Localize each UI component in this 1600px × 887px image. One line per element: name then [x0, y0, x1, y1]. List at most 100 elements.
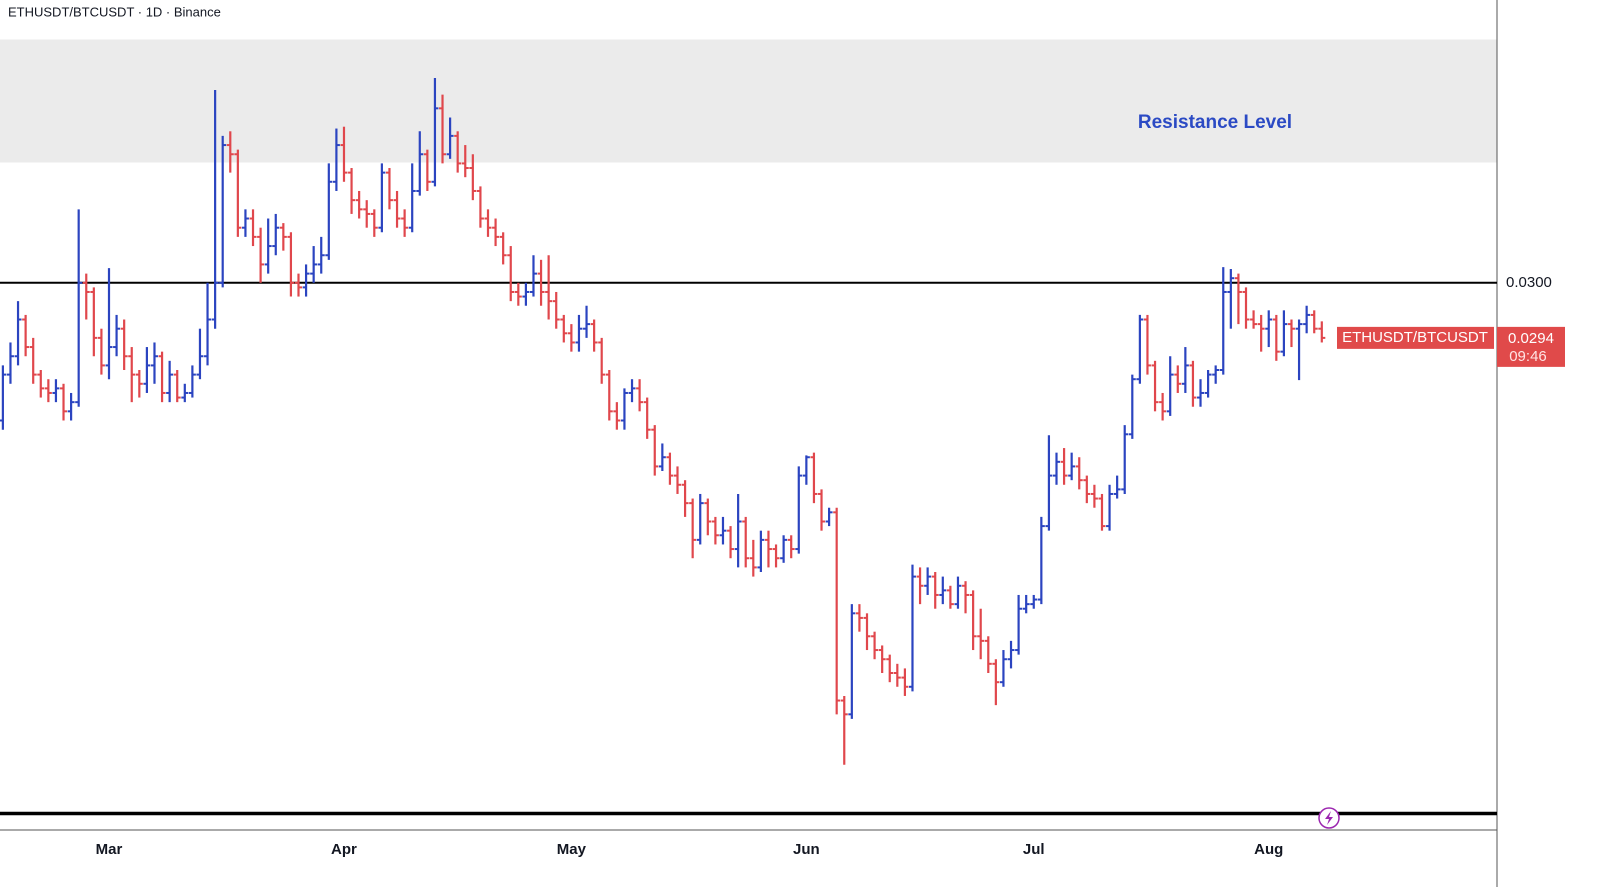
ohlc-bar: [1310, 310, 1318, 334]
ohlc-bar: [1113, 475, 1121, 499]
ohlc-bar: [1106, 484, 1114, 531]
ohlc-bar: [840, 695, 848, 765]
ohlc-bar: [529, 255, 537, 297]
ohlc-bar: [113, 314, 121, 357]
ohlc-bar: [977, 608, 985, 660]
ohlc-bar: [522, 282, 530, 306]
last-price-label: 0.0294: [1508, 330, 1554, 347]
ohlc-bar: [44, 379, 52, 403]
ohlc-bar: [674, 466, 681, 494]
ohlc-bar: [780, 535, 788, 563]
ohlc-bar: [158, 351, 166, 403]
ohlc-bar: [825, 507, 833, 527]
ohlc-bar: [757, 530, 765, 573]
ohlc-bar: [583, 305, 591, 338]
ohlc-bar: [1045, 435, 1053, 531]
ohlc-bar: [378, 163, 386, 233]
ohlc-bar: [764, 530, 772, 568]
ohlc-bar: [537, 259, 545, 306]
ohlc-bar: [567, 324, 575, 352]
ohlc-bar: [666, 452, 674, 485]
ohlc-bar: [1022, 594, 1030, 614]
ohlc-bar: [135, 370, 143, 398]
ohlc-bar: [916, 567, 924, 605]
ohlc-bar: [279, 223, 287, 251]
ohlc-bar: [181, 383, 189, 403]
ohlc-bar: [67, 392, 75, 421]
ohlc-bar: [234, 149, 242, 237]
ohlc-bar: [150, 342, 158, 384]
ohlc-bar: [946, 585, 954, 609]
ohlc-bar: [166, 360, 174, 403]
ohlc-bar: [749, 539, 757, 577]
ohlc-bar: [939, 576, 947, 605]
ohlc-bar: [22, 314, 30, 357]
ohlc-bar: [871, 631, 879, 660]
ohlc-bar: [385, 168, 393, 210]
ohlc-bar: [310, 246, 318, 283]
ohlc-bar: [6, 342, 14, 384]
ohlc-bar: [1287, 319, 1295, 348]
ohlc-bar: [802, 455, 810, 485]
ohlc-bar: [658, 443, 666, 472]
ohlc-bar: [901, 668, 909, 696]
ohlc-bar: [29, 337, 37, 384]
ohlc-bar: [1265, 310, 1273, 348]
ohlc-bar: [848, 604, 856, 719]
ohlc-bar: [52, 379, 60, 403]
ohlc-bar: [727, 526, 735, 559]
ohlc-bar: [416, 131, 424, 196]
ohlc-bar: [893, 663, 901, 687]
ohlc-bar: [1303, 305, 1311, 334]
x-tick-label: Apr: [331, 841, 357, 858]
chart-title: ETHUSDT/BTCUSDT · 1D · Binance: [8, 4, 221, 19]
ohlc-bar: [1181, 347, 1189, 393]
ohlc-bar: [14, 301, 22, 366]
ohlc-bar: [696, 493, 704, 545]
price-tag: [1497, 326, 1565, 367]
ohlc-bar: [1212, 365, 1220, 384]
ohlc-bar: [1136, 314, 1144, 384]
ohlc-bar: [931, 572, 939, 609]
ohlc-bar: [249, 209, 257, 247]
resistance-zone: [0, 39, 1497, 163]
ohlc-bar: [204, 282, 212, 366]
ohlc-bar: [1318, 321, 1326, 343]
ohlc-bar: [75, 209, 83, 407]
ohlc-bar: [704, 498, 712, 536]
ohlc-bar: [82, 273, 90, 320]
ohlc-bar: [810, 452, 818, 504]
ohlc-bar: [651, 425, 659, 476]
ohlc-bar: [1098, 493, 1106, 531]
ohlc-bar: [1174, 365, 1182, 393]
ohlc-bar: [393, 190, 401, 228]
ohlc-bar: [332, 128, 340, 191]
ohlc-bar: [128, 347, 136, 403]
ohlc-bar: [401, 209, 409, 237]
ohlc-bar: [1257, 314, 1265, 352]
ohlc-bar: [363, 200, 371, 228]
ohlc-bar: [772, 544, 780, 568]
ohlc-bar: [984, 636, 992, 673]
ohlc-bar: [628, 379, 636, 403]
ohlc-bar: [1250, 310, 1258, 329]
ohlc-bar: [264, 218, 272, 274]
ohlc-bar: [1189, 360, 1197, 407]
ohlc-bar: [461, 145, 469, 178]
ohlc-bar: [962, 581, 970, 614]
ohlc-bar: [499, 232, 507, 265]
ohlc-bar: [1090, 484, 1098, 508]
ohlc-bar: [1151, 360, 1159, 412]
ohlc-bar: [173, 370, 181, 403]
ohlc-bar: [1060, 448, 1068, 485]
ohlc-bar: [1219, 267, 1227, 375]
ohlc-bar: [1197, 379, 1205, 407]
ohlc-bar: [1075, 457, 1083, 490]
ohlc-bar: [1068, 452, 1076, 481]
ohlc-bar: [241, 209, 249, 237]
ohlc-bar: [469, 154, 477, 201]
ohlc-bar: [1053, 452, 1060, 485]
ohlc-bar: [886, 654, 894, 683]
ohlc-bar: [423, 149, 431, 191]
ohlc-bar: [476, 186, 484, 228]
